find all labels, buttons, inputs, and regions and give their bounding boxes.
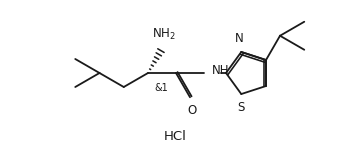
Text: O: O xyxy=(187,104,197,117)
Text: N: N xyxy=(235,32,244,45)
Text: NH: NH xyxy=(212,63,230,76)
Text: &1: &1 xyxy=(154,83,168,93)
Text: HCl: HCl xyxy=(163,131,187,144)
Text: S: S xyxy=(238,101,245,114)
Text: NH$_2$: NH$_2$ xyxy=(152,27,176,42)
